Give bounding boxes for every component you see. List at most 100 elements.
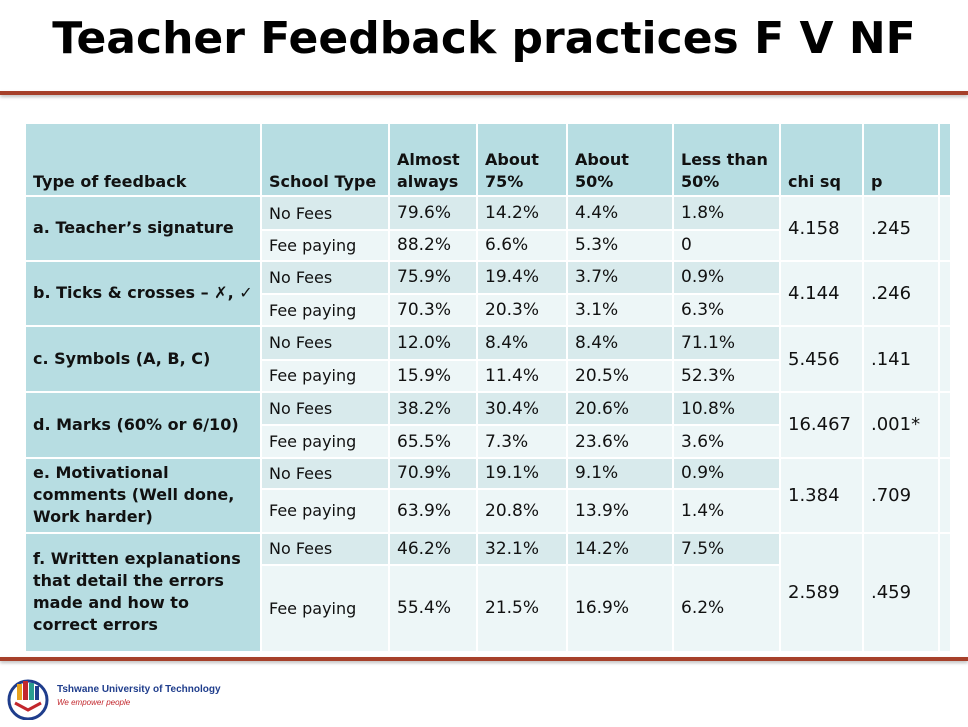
percentage-cell: 7.5%	[672, 531, 781, 566]
percentage-cell: 52.3%	[672, 358, 781, 394]
header-about-50: About 50%	[566, 122, 674, 197]
percentage-cell: 16.9%	[566, 563, 674, 654]
feedback-type-cell: c. Symbols (A, B, C)	[24, 325, 262, 393]
chi-sq-cell: 1.384	[779, 456, 864, 534]
table-row: b. Ticks & crosses – ✗, ✓ No Fees 75.9% 19.…	[24, 259, 952, 328]
header-less-than-50: Less than 50%	[672, 122, 781, 197]
feedback-table: Type of feedback School Type Almost alwa…	[24, 122, 952, 654]
school-type-cell: Fee paying	[260, 424, 390, 459]
university-logo-text: Tshwane University of Technology We empo…	[57, 684, 221, 709]
percentage-cell: 8.4%	[476, 325, 568, 361]
filler-cell	[938, 194, 952, 262]
percentage-cell: 5.3%	[566, 229, 674, 262]
top-divider	[0, 91, 968, 95]
table-row: f. Written explanations that detail the …	[24, 531, 952, 654]
percentage-cell: 38.2%	[388, 390, 478, 427]
percentage-cell: 12.0%	[388, 325, 478, 361]
school-type-cell: Fee paying	[260, 358, 390, 394]
university-logo-icon	[7, 679, 49, 720]
chi-sq-cell: 4.144	[779, 259, 864, 328]
slide-title: Teacher Feedback practices F V NF	[52, 13, 916, 64]
percentage-cell: 32.1%	[476, 531, 568, 566]
feedback-type-cell: e. Motivational comments (Well done, Wor…	[24, 456, 262, 534]
school-type-cell: Fee paying	[260, 292, 390, 328]
table-row: d. Marks (60% or 6/10) No Fees 38.2% 30.4% 2…	[24, 390, 952, 459]
filler-cell	[938, 259, 952, 328]
header-type-of-feedback: Type of feedback	[24, 122, 262, 197]
percentage-cell: 75.9%	[388, 259, 478, 295]
p-value-cell: .001*	[862, 391, 940, 459]
percentage-cell: 3.7%	[566, 259, 674, 295]
header-row: Type of feedback School Type Almost alwa…	[24, 122, 952, 197]
chi-sq-cell: 4.158	[779, 194, 864, 262]
percentage-cell: 10.8%	[672, 390, 781, 427]
percentage-cell: 65.5%	[388, 424, 478, 459]
school-type-cell: Fee paying	[260, 229, 390, 262]
feedback-type-cell: d. Marks (60% or 6/10)	[24, 391, 262, 459]
percentage-cell: 19.1%	[476, 456, 568, 491]
p-value-cell: .246	[862, 259, 940, 328]
percentage-cell: 9.1%	[566, 456, 674, 491]
school-type-cell: Fee paying	[260, 563, 390, 654]
percentage-cell: 30.4%	[476, 390, 568, 427]
percentage-cell: 7.3%	[476, 424, 568, 459]
percentage-cell: 1.8%	[672, 194, 781, 232]
percentage-cell: 79.6%	[388, 194, 478, 232]
school-type-cell: Fee paying	[260, 488, 390, 534]
table-row: Fee paying 88.2% 6.6% 5.3% 0	[25, 229, 951, 262]
university-name: Tshwane University of Technology	[57, 684, 221, 695]
p-value-cell: .459	[862, 531, 940, 654]
school-type-cell: No Fees	[260, 390, 390, 427]
feedback-type-cell: a. Teacher’s signature	[24, 194, 262, 262]
percentage-cell: 20.8%	[476, 488, 568, 534]
filler-cell	[938, 325, 952, 393]
header-chi-sq: chi sq	[779, 122, 864, 197]
chi-sq-cell: 2.589	[779, 531, 864, 654]
percentage-cell: 88.2%	[388, 229, 478, 262]
header-filler	[938, 122, 952, 197]
table-row: Fee paying 15.9% 11.4% 20.5% 52.3%	[25, 358, 951, 394]
chi-sq-cell: 16.467	[779, 391, 864, 459]
percentage-cell: 21.5%	[476, 563, 568, 654]
percentage-cell: 46.2%	[388, 531, 478, 566]
percentage-cell: 19.4%	[476, 259, 568, 295]
percentage-cell: 0	[672, 229, 781, 262]
percentage-cell: 20.5%	[566, 358, 674, 394]
percentage-cell: 70.3%	[388, 292, 478, 328]
table-row: Fee paying 65.5% 7.3% 23.6% 3.6%	[25, 424, 951, 459]
percentage-cell: 14.2%	[566, 531, 674, 566]
table-row: c. Symbols (A, B, C) No Fees 12.0% 8.4% 8.4%…	[24, 325, 952, 393]
percentage-cell: 71.1%	[672, 325, 781, 361]
school-type-cell: No Fees	[260, 456, 390, 491]
school-type-cell: No Fees	[260, 194, 390, 232]
feedback-type-cell: b. Ticks & crosses – ✗, ✓	[24, 259, 262, 328]
percentage-cell: 20.6%	[566, 390, 674, 427]
table-row: e. Motivational comments (Well done, Wor…	[24, 456, 952, 534]
feedback-type-cell: f. Written explanations that detail the …	[24, 531, 262, 654]
header-p: p	[862, 122, 940, 197]
percentage-cell: 55.4%	[388, 563, 478, 654]
percentage-cell: 11.4%	[476, 358, 568, 394]
table-row: a. Teacher’s signature No Fees 79.6% 14.2% 4…	[24, 194, 952, 262]
percentage-cell: 63.9%	[388, 488, 478, 534]
p-value-cell: .141	[862, 325, 940, 393]
percentage-cell: 0.9%	[672, 259, 781, 295]
percentage-cell: 15.9%	[388, 358, 478, 394]
university-slogan: We empower people	[57, 698, 131, 707]
filler-cell	[938, 456, 952, 534]
percentage-cell: 13.9%	[566, 488, 674, 534]
chi-sq-cell: 5.456	[779, 325, 864, 393]
percentage-cell: 3.1%	[566, 292, 674, 328]
bottom-divider	[0, 657, 968, 661]
percentage-cell: 20.3%	[476, 292, 568, 328]
p-value-cell: .709	[862, 456, 940, 534]
percentage-cell: 8.4%	[566, 325, 674, 361]
p-value-cell: .245	[862, 194, 940, 262]
percentage-cell: 70.9%	[388, 456, 478, 491]
percentage-cell: 6.6%	[476, 229, 568, 262]
percentage-cell: 23.6%	[566, 424, 674, 459]
percentage-cell: 4.4%	[566, 194, 674, 232]
percentage-cell: 3.6%	[672, 424, 781, 459]
table-row: Fee paying 63.9% 20.8% 13.9% 1.4%	[25, 488, 951, 534]
header-almost-always: Almost always	[388, 122, 478, 197]
